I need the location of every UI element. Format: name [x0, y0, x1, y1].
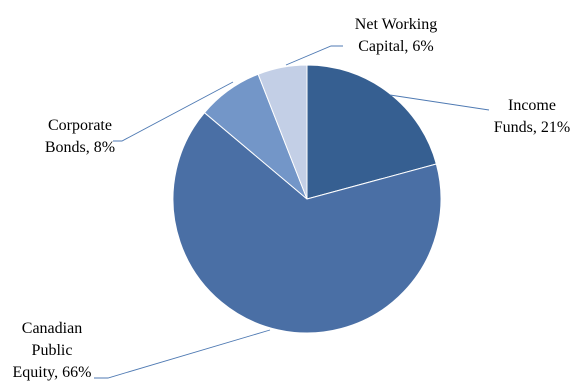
slice-labels: Income Funds, 21% Canadian Public Equity, 66… [13, 16, 571, 381]
slice-label-income-funds: Income Funds, 21% [494, 97, 570, 136]
slice-label-line: Net Working [355, 16, 437, 33]
leader-line-canadian-public-equity [94, 329, 271, 379]
slice-label-line: Public [32, 342, 73, 359]
leader-line-income-funds [389, 94, 490, 111]
pie-slice-net-working-capital [257, 64, 308, 200]
slice-label-corporate-bonds: Corporate Bonds, 8% [45, 117, 115, 156]
slice-label-line: Funds, 21% [494, 119, 570, 136]
slice-label-line: Equity, 66% [13, 364, 92, 381]
pie-slice-canadian-public-equity [172, 111, 442, 334]
slice-label-line: Income [508, 97, 556, 114]
slice-label-line: Corporate [48, 117, 112, 134]
slice-label-net-working-capital: Net Working Capital, 6% [355, 16, 437, 55]
pie-slice-income-funds [306, 64, 437, 200]
slice-label-canadian-public-equity: Canadian Public Equity, 66% [13, 320, 92, 381]
slice-label-line: Bonds, 8% [45, 139, 115, 156]
slice-label-line: Canadian [22, 320, 82, 337]
slice-label-line: Capital, 6% [358, 38, 434, 55]
pie-slices [172, 64, 442, 334]
leader-line-corporate-bonds [113, 81, 234, 142]
leader-lines [94, 45, 490, 379]
leader-line-net-working-capital [285, 45, 343, 66]
